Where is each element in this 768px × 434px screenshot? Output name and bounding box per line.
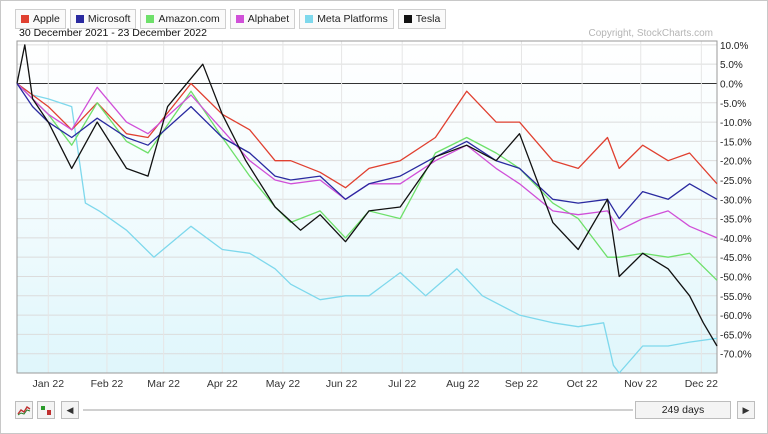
y-tick-label: 5.0% — [720, 60, 743, 71]
y-tick-label: -15.0% — [720, 137, 752, 148]
line-chart: Jan 22 Feb 22 Mar 22 Apr 22 May 22 Jun 22 Jul … — [16, 27, 752, 390]
x-tick-label: Jun 22 — [326, 378, 358, 390]
series-line-tesla — [16, 44, 718, 347]
days-range-field[interactable]: 249 days — [635, 401, 731, 419]
legend: Apple Microsoft Amazon.com Alphabet Meta Pla… — [15, 9, 447, 29]
legend-entry[interactable]: Alphabet — [229, 9, 296, 29]
y-tick-label: -10.0% — [720, 118, 752, 129]
y-tick-label: 0.0% — [720, 79, 743, 90]
legend-label: Amazon.com — [158, 13, 220, 25]
legend-entry[interactable]: Microsoft — [69, 9, 137, 29]
y-tick-label: -35.0% — [720, 215, 752, 226]
x-tick-label: Feb 22 — [91, 378, 124, 390]
x-tick-label: Sep 22 — [505, 378, 538, 390]
bar-chart-type-icon[interactable] — [37, 401, 55, 419]
series-line-amazon-com — [16, 83, 718, 281]
series-line-microsoft — [16, 83, 718, 220]
copyright-text: Copyright, StockCharts.com — [589, 28, 714, 39]
bottom-toolbar: ◀ 249 days ▶ — [15, 401, 755, 423]
legend-label: Apple — [33, 13, 60, 25]
y-tick-label: -65.0% — [720, 330, 752, 341]
y-tick-label: -55.0% — [720, 292, 752, 303]
x-tick-label: Jan 22 — [33, 378, 65, 390]
x-tick-label: Apr 22 — [207, 378, 238, 390]
plot-background — [17, 41, 717, 373]
y-tick-label: -25.0% — [720, 176, 752, 187]
y-tick-label: -60.0% — [720, 311, 752, 322]
legend-entry[interactable]: Tesla — [397, 9, 447, 29]
right-arrow-icon: ▶ — [742, 404, 750, 415]
legend-swatch — [146, 15, 155, 23]
y-tick-label: -70.0% — [720, 350, 752, 361]
legend-label: Tesla — [415, 13, 441, 25]
legend-swatch — [75, 15, 84, 23]
scroll-left-button[interactable]: ◀ — [61, 401, 79, 419]
legend-swatch — [403, 15, 412, 23]
plot-border — [16, 40, 718, 374]
date-range-slider[interactable] — [83, 409, 633, 411]
x-tick-label: Oct 22 — [567, 378, 598, 390]
x-tick-label: Nov 22 — [624, 378, 657, 390]
legend-entry[interactable]: Apple — [15, 9, 66, 29]
x-tick-label: Dec 22 — [685, 378, 718, 390]
x-tick-label: Jul 22 — [388, 378, 416, 390]
series-line-meta-platforms — [16, 82, 718, 374]
y-tick-label: -40.0% — [720, 234, 752, 245]
y-tick-label: -30.0% — [720, 195, 752, 206]
x-tick-label: Mar 22 — [147, 378, 180, 390]
y-tick-label: -20.0% — [720, 157, 752, 168]
legend-label: Microsoft — [87, 13, 131, 25]
y-tick-label: -5.0% — [720, 99, 746, 110]
x-tick-label: May 22 — [266, 378, 301, 390]
y-tick-label: -50.0% — [720, 272, 752, 283]
x-tick-label: Aug 22 — [446, 378, 479, 390]
scroll-right-button[interactable]: ▶ — [737, 401, 755, 419]
y-tick-label: 10.0% — [720, 41, 748, 52]
legend-swatch — [235, 15, 244, 23]
series-line-apple — [16, 82, 718, 189]
legend-swatch — [305, 15, 314, 23]
chart-title: 30 December 2021 - 23 December 2022 — [19, 27, 207, 39]
legend-swatch — [21, 15, 29, 23]
legend-entry[interactable]: Amazon.com — [140, 9, 226, 29]
y-tick-label: -45.0% — [720, 253, 752, 264]
left-arrow-icon: ◀ — [66, 404, 74, 415]
legend-label: Alphabet — [247, 13, 290, 25]
legend-label: Meta Platforms — [317, 13, 388, 25]
legend-entry[interactable]: Meta Platforms — [299, 9, 394, 29]
line-chart-type-icon[interactable] — [15, 401, 33, 419]
